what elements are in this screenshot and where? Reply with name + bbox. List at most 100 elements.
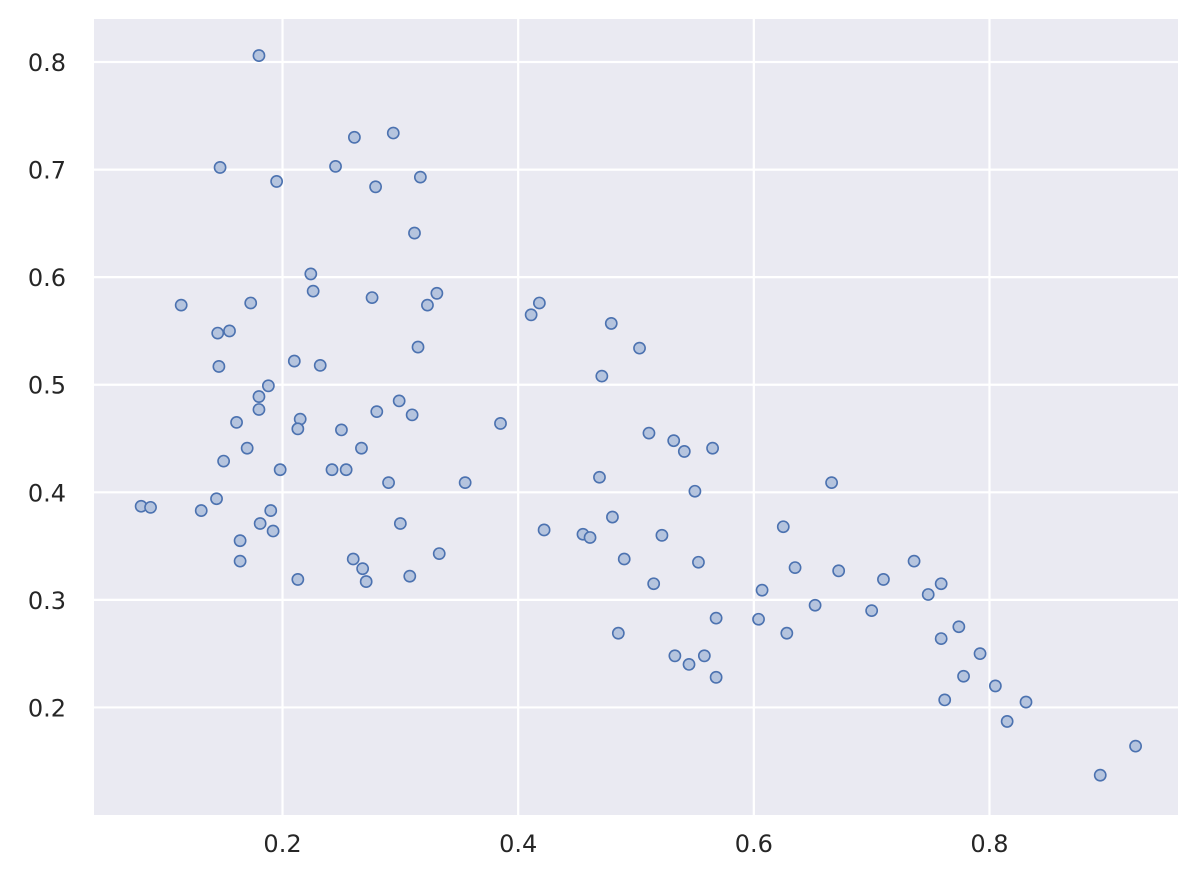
scatter-point xyxy=(808,598,822,612)
scatter-point xyxy=(339,463,353,477)
scatter-point xyxy=(393,517,407,530)
scatter-point xyxy=(957,669,970,683)
scatter-point xyxy=(752,612,765,626)
scatter-point xyxy=(212,360,226,373)
y-axis-ticks: 0.2 0.3 0.4 0.5 0.6 0.7 0.8 xyxy=(28,49,66,722)
scatter-point xyxy=(593,470,606,484)
scatter-point xyxy=(825,476,838,490)
scatter-point xyxy=(403,569,417,583)
scatter-point xyxy=(865,604,879,618)
scatter-point xyxy=(356,562,370,576)
scatter-point xyxy=(668,649,682,663)
scatter-point xyxy=(392,394,406,408)
scatter-point xyxy=(606,510,619,524)
y-tick-label: 0.7 xyxy=(28,157,66,185)
scatter-point xyxy=(264,504,278,517)
scatter-point xyxy=(405,408,419,422)
scatter-point xyxy=(144,500,157,514)
scatter-point xyxy=(291,422,305,436)
gridlines xyxy=(94,19,1178,815)
plot-area xyxy=(94,19,1178,815)
y-tick-label: 0.2 xyxy=(28,694,66,722)
scatter-point xyxy=(780,626,794,640)
scatter-point xyxy=(287,354,301,368)
scatter-point xyxy=(217,454,231,468)
scatter-point xyxy=(697,649,711,663)
scatter-point xyxy=(365,291,379,304)
scatter-point xyxy=(583,531,597,544)
x-tick-label: 0.4 xyxy=(499,830,537,858)
scatter-point xyxy=(973,647,987,661)
scatter-point xyxy=(270,175,284,188)
y-tick-label: 0.6 xyxy=(28,264,66,292)
scatter-point xyxy=(532,296,546,310)
scatter-point xyxy=(335,423,348,437)
scatter-point xyxy=(788,561,802,574)
scatter-point xyxy=(370,405,384,419)
scatter-point xyxy=(329,159,342,173)
scatter-point xyxy=(921,588,935,601)
scatter-point xyxy=(408,226,421,240)
x-axis-ticks: 0.2 0.4 0.6 0.8 xyxy=(263,830,1008,858)
x-tick-label: 0.2 xyxy=(263,830,301,858)
scatter-point xyxy=(617,552,631,566)
scatter-point xyxy=(692,555,705,569)
scatter-point xyxy=(306,284,320,298)
scatter-point xyxy=(411,340,425,354)
scatter-point xyxy=(907,554,921,568)
scatter-point xyxy=(642,426,656,440)
y-tick-label: 0.4 xyxy=(28,479,66,507)
scatter-point xyxy=(494,417,507,430)
scatter-point xyxy=(325,463,339,477)
scatter-point xyxy=(458,476,472,490)
x-tick-label: 0.8 xyxy=(970,830,1008,858)
scatter-point xyxy=(647,577,661,591)
scatter-point xyxy=(253,517,267,530)
scatter-point xyxy=(952,620,966,634)
scatter-point xyxy=(432,547,446,561)
scatter-point xyxy=(524,308,538,322)
scatter-point xyxy=(223,324,236,338)
y-tick-label: 0.5 xyxy=(28,372,66,400)
scatter-point xyxy=(359,575,373,588)
scatter-point xyxy=(252,390,266,403)
x-tick-label: 0.6 xyxy=(735,830,773,858)
scatter-point xyxy=(934,577,948,591)
scatter-point xyxy=(211,326,225,340)
scatter-point xyxy=(604,317,618,330)
data-points xyxy=(134,49,1142,782)
scatter-point xyxy=(252,403,266,416)
scatter-point xyxy=(355,441,368,455)
scatter-point xyxy=(421,298,434,312)
scatter-point xyxy=(261,379,275,393)
scatter-point xyxy=(386,126,400,140)
scatter-point xyxy=(233,534,247,548)
scatter-point xyxy=(537,523,551,537)
scatter-point xyxy=(667,434,681,448)
scatter-point xyxy=(313,358,327,372)
scatter-point xyxy=(174,298,188,312)
scatter-point xyxy=(213,161,227,174)
scatter-point xyxy=(347,130,361,144)
scatter-point xyxy=(877,573,890,586)
scatter-point xyxy=(230,415,243,429)
scatter-point xyxy=(677,445,691,458)
scatter-point xyxy=(595,369,609,383)
scatter-point xyxy=(240,441,254,455)
scatter-point xyxy=(346,552,360,566)
scatter-point xyxy=(832,564,846,578)
scatter-point xyxy=(382,476,395,490)
scatter-point xyxy=(430,286,444,300)
scatter-point xyxy=(413,170,427,184)
scatter-point xyxy=(988,679,1002,693)
scatter-point xyxy=(252,49,266,62)
scatter-point xyxy=(755,583,769,597)
y-tick-label: 0.3 xyxy=(28,587,66,615)
scatter-point xyxy=(1129,739,1142,753)
scatter-point xyxy=(709,611,723,625)
scatter-point xyxy=(1019,695,1033,709)
scatter-point xyxy=(1093,768,1107,782)
scatter-point xyxy=(682,658,696,671)
scatter-point xyxy=(776,520,790,534)
